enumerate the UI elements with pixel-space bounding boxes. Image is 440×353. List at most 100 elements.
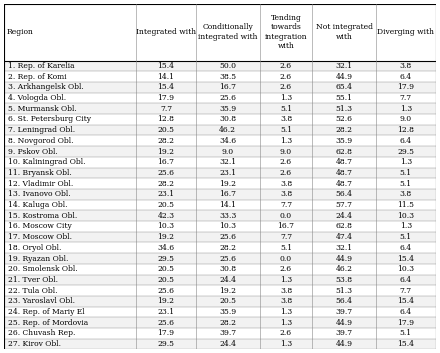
Text: 16.7: 16.7 [278,222,294,231]
Text: 39.7: 39.7 [336,308,353,316]
Text: 35.9: 35.9 [219,105,236,113]
Text: 28.2: 28.2 [336,126,353,134]
Text: Conditionally
integrated with: Conditionally integrated with [198,23,257,41]
Text: Diverging with: Diverging with [378,28,434,36]
Text: 24. Rep. of Mariy El: 24. Rep. of Mariy El [8,308,84,316]
Text: 5.1: 5.1 [400,329,412,337]
Text: 20.5: 20.5 [219,297,236,305]
Bar [4,221,436,232]
Text: 24.4: 24.4 [336,212,353,220]
Text: 18. Oryol Obl.: 18. Oryol Obl. [8,244,61,252]
Text: 1. Rep. of Karelia: 1. Rep. of Karelia [8,62,74,70]
Bar [4,243,436,253]
Text: 7.7: 7.7 [280,233,292,241]
Text: 16.7: 16.7 [219,83,236,91]
Text: 34.6: 34.6 [158,244,175,252]
Text: Region: Region [7,28,33,36]
Text: 0.0: 0.0 [280,255,292,263]
Text: 3.8: 3.8 [280,297,292,305]
Text: 25.6: 25.6 [219,233,236,241]
Text: 17.9: 17.9 [397,83,414,91]
Text: 1.3: 1.3 [280,276,292,284]
Text: 6.4: 6.4 [400,276,412,284]
Text: 21. Tver Obl.: 21. Tver Obl. [8,276,58,284]
Text: 52.6: 52.6 [336,115,353,124]
Text: 3.8: 3.8 [280,190,292,198]
Text: 44.9: 44.9 [336,73,353,80]
Text: 23.1: 23.1 [158,308,175,316]
Text: Tending
towards
integration
with: Tending towards integration with [265,14,307,50]
Text: 39.7: 39.7 [219,329,236,337]
Text: 35.9: 35.9 [219,308,236,316]
Bar [4,253,436,264]
Text: 25.6: 25.6 [219,94,236,102]
Text: 46.2: 46.2 [219,126,236,134]
Text: 33.3: 33.3 [219,212,236,220]
Text: 26. Chuvash Rep.: 26. Chuvash Rep. [8,329,75,337]
Text: 62.8: 62.8 [336,148,353,156]
Text: 17.9: 17.9 [158,329,175,337]
Text: 5.1: 5.1 [280,105,292,113]
Text: 15. Kostroma Obl.: 15. Kostroma Obl. [8,212,77,220]
Text: 10.3: 10.3 [397,212,414,220]
Text: 7.7: 7.7 [400,94,412,102]
Bar [4,157,436,168]
Text: 15.4: 15.4 [158,83,175,91]
Text: 19.2: 19.2 [158,148,175,156]
Text: 12. Vladimir Obl.: 12. Vladimir Obl. [8,180,73,188]
Text: 23. Yaroslavl Obl.: 23. Yaroslavl Obl. [8,297,75,305]
Bar [4,339,436,349]
Text: 9.0: 9.0 [400,115,412,124]
Bar [4,136,436,146]
Text: 48.7: 48.7 [336,158,353,166]
Text: 2.6: 2.6 [280,329,292,337]
Text: 5.1: 5.1 [400,169,412,177]
Bar [4,275,436,285]
Text: 32.1: 32.1 [219,158,236,166]
Text: 16.7: 16.7 [219,190,236,198]
Text: 32.1: 32.1 [336,244,353,252]
Text: 3.8: 3.8 [280,287,292,295]
Text: 29.5: 29.5 [397,148,414,156]
Bar [4,307,436,317]
Text: 65.4: 65.4 [336,83,353,91]
Text: 12.8: 12.8 [397,126,414,134]
Text: 1.3: 1.3 [280,319,292,327]
Text: 25.6: 25.6 [158,287,175,295]
Text: 56.4: 56.4 [336,190,353,198]
Text: 6.4: 6.4 [400,137,412,145]
Text: 46.2: 46.2 [336,265,353,273]
Bar [4,178,436,189]
Text: 47.4: 47.4 [336,233,353,241]
Text: 51.3: 51.3 [336,287,353,295]
Text: 48.7: 48.7 [336,180,353,188]
Text: 17.9: 17.9 [158,94,175,102]
Text: 14.1: 14.1 [158,73,175,80]
Text: 20.5: 20.5 [158,276,175,284]
Bar [4,189,436,200]
Text: 7. Leningrad Obl.: 7. Leningrad Obl. [8,126,75,134]
Text: 17.9: 17.9 [397,319,414,327]
Bar [4,200,436,210]
Text: 28.2: 28.2 [219,319,236,327]
Bar [4,4,436,61]
Bar [4,82,436,93]
Text: 14. Kaluga Obl.: 14. Kaluga Obl. [8,201,67,209]
Text: 1.3: 1.3 [400,158,412,166]
Text: 30.8: 30.8 [219,115,236,124]
Bar [4,114,436,125]
Text: 2.6: 2.6 [280,169,292,177]
Bar [4,232,436,243]
Text: 2.6: 2.6 [280,83,292,91]
Bar [4,125,436,136]
Text: 8. Novgorod Obl.: 8. Novgorod Obl. [8,137,73,145]
Text: 12.8: 12.8 [158,115,175,124]
Text: 5.1: 5.1 [400,233,412,241]
Text: 35.9: 35.9 [336,137,353,145]
Text: 30.8: 30.8 [219,265,236,273]
Text: 10.3: 10.3 [397,265,414,273]
Text: 19. Ryazan Obl.: 19. Ryazan Obl. [8,255,68,263]
Text: 10. Kaliningrad Obl.: 10. Kaliningrad Obl. [8,158,85,166]
Text: 2.6: 2.6 [280,265,292,273]
Text: 25.6: 25.6 [219,255,236,263]
